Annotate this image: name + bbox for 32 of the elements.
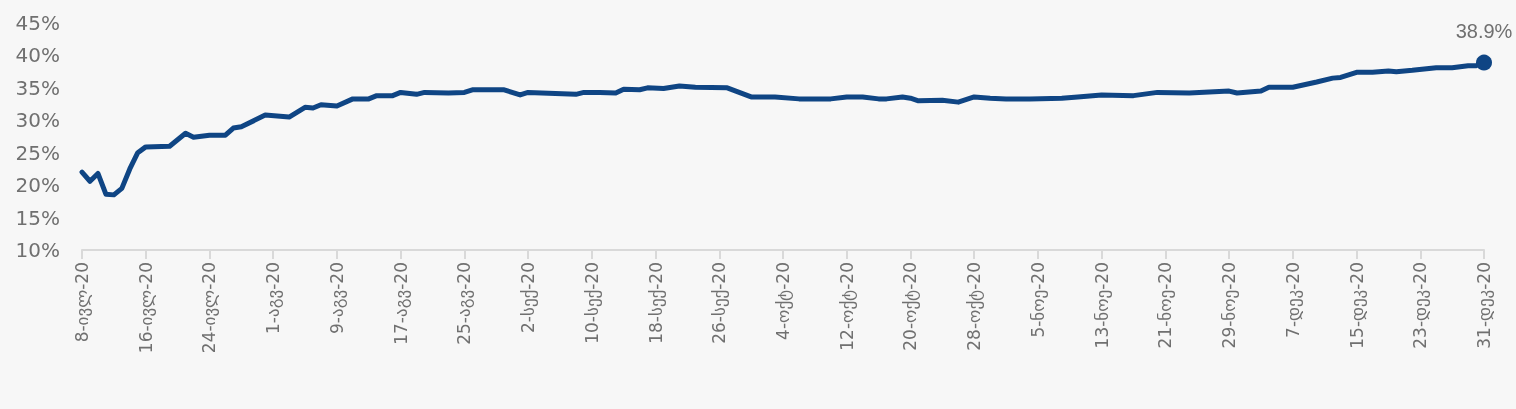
x-tick-label: 29-ნოე-20: [1219, 262, 1240, 349]
y-tick-label: 10%: [15, 238, 60, 262]
x-tick-label: 8-ივლ-20: [72, 262, 92, 343]
x-tick-label: 25-აგვ-20: [454, 262, 475, 345]
x-tick-label: 26-სექ-20: [709, 262, 730, 344]
y-tick-label: 40%: [15, 43, 60, 68]
y-tick-label: 30%: [15, 108, 60, 133]
x-tick-label: 23-დეკ-20: [1410, 262, 1431, 349]
x-tick-label: 2-სექ-20: [518, 262, 539, 333]
x-tick-label: 1-აგვ-20: [263, 262, 284, 334]
x-tick-label: 20-ოქტ-20: [900, 262, 921, 351]
x-tick-label: 21-ნოე-20: [1155, 262, 1176, 349]
x-tick-label: 4-ოქტ-20: [773, 262, 793, 340]
x-tick-label: 16-ივლ-20: [135, 262, 156, 354]
x-tick-label: 9-აგვ-20: [326, 262, 347, 334]
y-tick-label: 35%: [15, 75, 60, 100]
x-tick-label: 7-დეკ-20: [1282, 262, 1303, 338]
y-tick-label: 15%: [15, 205, 60, 230]
x-tick-label: 31-დეკ-20: [1474, 262, 1494, 349]
x-tick-label: 13-ნოე-20: [1091, 262, 1112, 349]
x-tick-label: 5-ნოე-20: [1027, 262, 1048, 338]
x-tick-label: 17-აგვ-20: [390, 262, 411, 345]
x-tick-label: 28-ოქტ-20: [964, 262, 985, 351]
x-tick-label: 12-ოქტ-20: [836, 262, 857, 351]
y-tick-label: 25%: [15, 140, 60, 165]
x-tick-label: 24-ივლ-20: [199, 262, 220, 354]
x-tick-label: 18-სექ-20: [645, 262, 666, 344]
x-tick-label: 15-დეკ-20: [1346, 262, 1367, 349]
x-tick-label: 10-სექ-20: [581, 262, 602, 344]
y-tick-label: 45%: [15, 11, 60, 35]
data-label: 38.9%: [1455, 19, 1513, 42]
y-tick-label: 20%: [15, 173, 60, 198]
